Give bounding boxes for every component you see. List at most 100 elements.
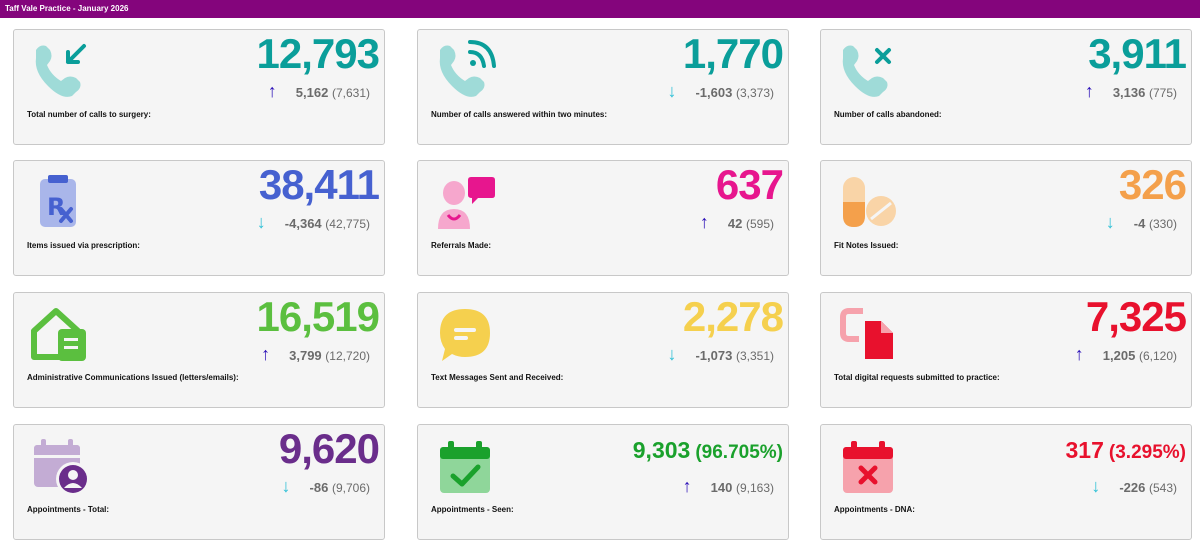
previous-value: (595) (745, 217, 774, 231)
metric-label: Administrative Communications Issued (le… (27, 373, 239, 382)
metric-card-referrals: 637 ↑ 42 (595) Referrals Made: (417, 160, 789, 276)
previous-value: (6,120) (1138, 349, 1177, 363)
previous-value: (7,631) (331, 86, 370, 100)
metric-value: 637 (715, 161, 784, 208)
metric-label: Number of calls abandoned: (834, 110, 942, 119)
previous-value: (3,351) (735, 349, 774, 363)
arrow-up-icon: ↑ (261, 344, 271, 364)
metric-label: Appointments - DNA: (834, 505, 915, 514)
metric-value: 7,325 (1085, 293, 1187, 340)
previous-value: (9,706) (331, 481, 370, 495)
metric-card-digital-requests: 7,325 ↑ 1,205 (6,120) Total digital reque… (820, 292, 1192, 408)
metric-label: Appointments - Total: (27, 505, 110, 514)
metric-card-total-calls: 12,793 ↑ 5,162 (7,631) Total number of ca… (13, 29, 385, 145)
metric-value: 317 (1065, 437, 1104, 463)
metric-card-calls-answered: 1,770 ↓ -1,603 (3,373) Number of calls an… (417, 29, 789, 145)
previous-value: (12,720) (325, 349, 370, 363)
referral-icon (432, 169, 498, 235)
metric-change: ↑ 42 (595) (700, 213, 774, 233)
active-call-icon (432, 38, 498, 104)
metric-change: ↓ -4,364 (42,775) (257, 213, 370, 233)
arrow-down-icon: ↓ (256, 212, 266, 232)
metric-change: ↑ 140 (9,163) (683, 477, 774, 497)
previous-value: (775) (1148, 86, 1177, 100)
metric-card-appointments-dna: 317 (3.295%) ↓ -226 (543) Appointments - D… (820, 424, 1192, 540)
metric-value: 16,519 (256, 293, 380, 340)
arrow-down-icon: ↓ (667, 344, 677, 364)
digital-request-icon (835, 301, 901, 367)
calendar-user-icon (28, 433, 94, 499)
metric-change: ↑ 1,205 (6,120) (1075, 345, 1177, 365)
metric-value: 9,303 (632, 437, 691, 463)
metric-label: Number of calls answered within two minu… (431, 110, 608, 119)
metric-card-admin-communications: 16,519 ↑ 3,799 (12,720) Administrative Co… (13, 292, 385, 408)
metric-value: 38,411 (258, 161, 380, 208)
metric-label: Total number of calls to surgery: (27, 110, 151, 119)
change-value: -86 (309, 480, 329, 495)
message-bubble-icon (432, 301, 498, 367)
metric-value: 3,911 (1088, 30, 1187, 77)
metric-percent: (96.705%) (695, 442, 783, 463)
prescription-icon: R (28, 169, 94, 235)
metric-value-with-percent: 9,303 (96.705%) (633, 435, 783, 468)
metric-card-fit-notes: 326 ↓ -4 (330) Fit Notes Issued: (820, 160, 1192, 276)
svg-text:R: R (47, 193, 65, 221)
metric-label: Appointments - Seen: (431, 505, 514, 514)
metric-change: ↓ -1,073 (3,351) (667, 345, 774, 365)
metric-card-appointments-total: 9,620 ↓ -86 (9,706) Appointments - Total: (13, 424, 385, 540)
previous-value: (543) (1148, 481, 1177, 495)
calendar-check-icon (432, 433, 498, 499)
metric-value: 9,620 (278, 425, 380, 472)
metric-change: ↓ -226 (543) (1091, 477, 1177, 497)
metric-change: ↑ 3,136 (775) (1085, 82, 1177, 102)
missed-call-icon (835, 38, 901, 104)
previous-value: (330) (1148, 217, 1177, 231)
arrow-up-icon: ↑ (267, 81, 277, 101)
metric-label: Text Messages Sent and Received: (431, 373, 564, 382)
metric-label: Fit Notes Issued: (834, 241, 899, 250)
previous-value: (9,163) (735, 481, 774, 495)
arrow-up-icon: ↑ (1074, 344, 1084, 364)
metric-card-calls-abandoned: 3,911 ↑ 3,136 (775) Number of calls aband… (820, 29, 1192, 145)
arrow-down-icon: ↓ (281, 476, 291, 496)
calendar-cross-icon (835, 433, 901, 499)
metric-label: Total digital requests submitted to prac… (834, 373, 1000, 382)
metric-change: ↑ 3,799 (12,720) (261, 345, 370, 365)
arrow-down-icon: ↓ (667, 81, 677, 101)
change-value: 5,162 (295, 85, 329, 100)
house-document-icon (28, 301, 94, 367)
arrow-down-icon: ↓ (1091, 476, 1101, 496)
change-value: 3,136 (1112, 85, 1146, 100)
previous-value: (42,775) (325, 217, 370, 231)
metric-card-prescriptions: R 38,411 ↓ -4,364 (42,775) Items issued v… (13, 160, 385, 276)
metric-card-appointments-seen: 9,303 (96.705%) ↑ 140 (9,163) Appointments… (417, 424, 789, 540)
metric-change: ↓ -1,603 (3,373) (667, 82, 774, 102)
change-value: -4 (1133, 216, 1146, 231)
previous-value: (3,373) (735, 86, 774, 100)
dashboard-title: Taff Vale Practice - January 2026 (0, 0, 1200, 18)
metric-value: 1,770 (682, 30, 784, 77)
metric-value: 12,793 (256, 30, 380, 77)
metric-label: Items issued via prescription: (27, 241, 140, 250)
change-value: 3,799 (289, 348, 322, 363)
metric-card-text-messages: 2,278 ↓ -1,073 (3,351) Text Messages Sent… (417, 292, 789, 408)
arrow-up-icon: ↑ (1084, 81, 1094, 101)
pills-icon (835, 169, 901, 235)
change-value: 42 (727, 216, 743, 231)
metric-change: ↑ 5,162 (7,631) (268, 82, 370, 102)
arrow-up-icon: ↑ (682, 476, 692, 496)
arrow-down-icon: ↓ (1105, 212, 1115, 232)
change-value: -1,073 (695, 348, 733, 363)
metric-value: 326 (1118, 161, 1187, 208)
change-value: -1,603 (695, 85, 733, 100)
arrow-up-icon: ↑ (699, 212, 709, 232)
change-value: 140 (710, 480, 733, 495)
metric-value: 2,278 (682, 293, 784, 340)
metric-change: ↓ -86 (9,706) (282, 477, 370, 497)
metric-label: Referrals Made: (431, 241, 492, 250)
change-value: -226 (1119, 480, 1146, 495)
change-value: 1,205 (1102, 348, 1136, 363)
metric-change: ↓ -4 (330) (1106, 213, 1177, 233)
change-value: -4,364 (284, 216, 322, 231)
incoming-call-icon (28, 38, 94, 104)
